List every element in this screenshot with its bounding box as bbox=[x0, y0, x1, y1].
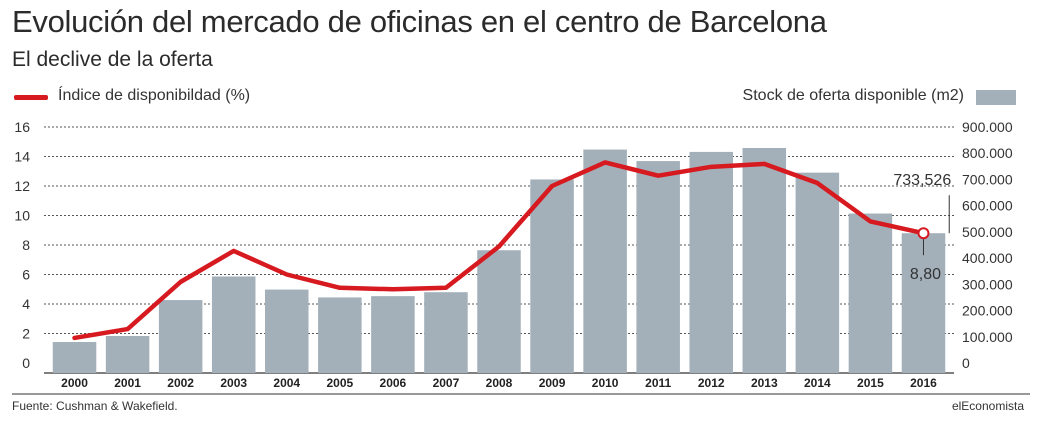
x-tick-label: 2006 bbox=[380, 376, 407, 390]
x-tick-label: 2008 bbox=[486, 376, 513, 390]
y-right-tick: 600.000 bbox=[962, 198, 1013, 214]
left-axis-group: 0 2 4 6 8 10 12 14 16 bbox=[14, 119, 30, 371]
bar-2000 bbox=[52, 342, 97, 373]
legend-bar-swatch bbox=[976, 90, 1016, 105]
legend-line-swatch bbox=[14, 95, 48, 100]
bar-2015 bbox=[848, 213, 893, 373]
y-right-tick: 500.000 bbox=[962, 224, 1013, 240]
y-right-tick: 800.000 bbox=[962, 145, 1013, 161]
right-axis-group: 0 100.000 200.000 300.000 400.000 500.000 600.… bbox=[962, 119, 1013, 371]
bar-2007 bbox=[424, 292, 468, 373]
legend-line-label: Índice de disponibildad (%) bbox=[58, 87, 251, 104]
x-tick-label: 2010 bbox=[592, 376, 619, 390]
y-left-tick: 2 bbox=[22, 326, 30, 342]
x-tick-label: 2009 bbox=[539, 376, 566, 390]
x-tick-label: 2011 bbox=[645, 376, 671, 390]
y-left-tick: 10 bbox=[14, 208, 30, 224]
bar-2006 bbox=[371, 296, 415, 373]
x-tick-label: 2001 bbox=[114, 376, 141, 390]
source-note: Fuente: Cushman & Wakefield. bbox=[12, 399, 178, 413]
x-tick-label: 2004 bbox=[273, 376, 300, 390]
bar-2011 bbox=[636, 161, 680, 373]
annotation-line-value: 8,80 bbox=[910, 266, 941, 283]
y-right-tick: 0 bbox=[962, 355, 970, 371]
y-left-tick: 8 bbox=[22, 237, 30, 253]
x-tick-label: 2016 bbox=[910, 376, 937, 390]
x-tick-label: 2000 bbox=[61, 376, 88, 390]
y-right-tick: 100.000 bbox=[962, 329, 1013, 345]
x-tick-label: 2005 bbox=[326, 376, 353, 390]
y-right-tick: 700.000 bbox=[962, 171, 1013, 187]
line-group bbox=[72, 160, 926, 341]
y-left-tick: 14 bbox=[14, 149, 30, 165]
bar-2014 bbox=[795, 172, 840, 373]
y-left-tick: 12 bbox=[14, 178, 30, 194]
x-tick-label: 2002 bbox=[167, 376, 194, 390]
bar-2002 bbox=[158, 300, 203, 373]
bar-2004 bbox=[265, 289, 309, 373]
bar-2012 bbox=[689, 151, 733, 373]
chart-subtitle: El declive de la oferta bbox=[12, 48, 213, 71]
y-right-tick: 200.000 bbox=[962, 303, 1013, 319]
y-left-tick: 0 bbox=[22, 355, 30, 371]
y-right-tick: 900.000 bbox=[962, 119, 1013, 135]
bar-2005 bbox=[318, 297, 362, 373]
x-tick-label: 2012 bbox=[698, 376, 725, 390]
y-left-tick: 16 bbox=[14, 119, 30, 135]
bar-2013 bbox=[742, 147, 787, 373]
chart-title: Evolución del mercado de oficinas en el … bbox=[12, 4, 827, 39]
bar-2008 bbox=[477, 250, 521, 373]
bar-2016 bbox=[901, 233, 946, 373]
bar-2001 bbox=[105, 335, 150, 373]
x-axis-group: 2000 2001 2002 2003 2004 2005 2006 2007 2008 2009… bbox=[61, 376, 937, 390]
legend-bar-label: Stock de oferta disponible (m2) bbox=[742, 87, 964, 104]
x-tick-label: 2014 bbox=[804, 376, 831, 390]
bar-2010 bbox=[583, 149, 627, 373]
annotation-point-marker bbox=[917, 227, 930, 240]
x-tick-label: 2015 bbox=[857, 376, 884, 390]
y-right-tick: 400.000 bbox=[962, 250, 1013, 266]
y-left-tick: 4 bbox=[22, 296, 30, 312]
annotation-group: 733,526 8,80 bbox=[893, 172, 951, 283]
bar-2003 bbox=[211, 276, 256, 373]
x-tick-label: 2007 bbox=[433, 376, 460, 390]
y-right-tick: 300.000 bbox=[962, 276, 1013, 292]
annotation-bar-value: 733,526 bbox=[893, 172, 951, 189]
bar-2009 bbox=[530, 179, 574, 373]
y-left-tick: 6 bbox=[22, 267, 30, 283]
brand-logo: elEconomista bbox=[951, 399, 1024, 413]
x-tick-label: 2013 bbox=[751, 376, 778, 390]
bars-group bbox=[52, 147, 946, 373]
x-tick-label: 2003 bbox=[220, 376, 247, 390]
